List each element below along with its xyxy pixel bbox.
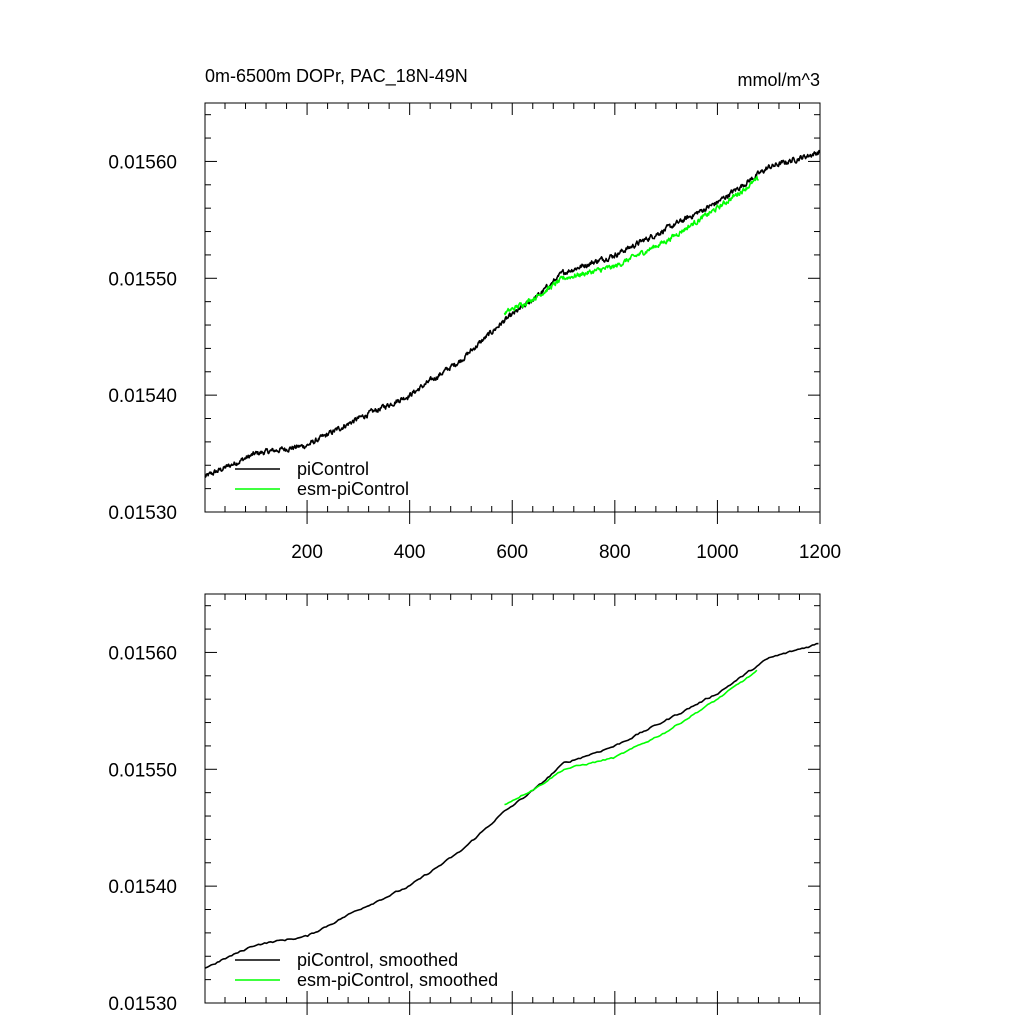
- y-tick-label: 0.01530: [108, 994, 177, 1015]
- legend-label: piControl: [297, 459, 369, 479]
- legend-label: esm-piControl: [297, 479, 409, 499]
- plot-frame: [204, 593, 821, 1004]
- series-line-esm-picontrol: [503, 175, 760, 316]
- panel-smoothed: 0.01530 0.01540 0.01550 0.01560 piControl, s…: [108, 593, 821, 1015]
- x-tick-label: 600: [496, 542, 528, 563]
- chart-title: 0m-6500m DOPr, PAC_18N-49N: [205, 66, 468, 87]
- series-line-picontrol: [204, 149, 821, 478]
- y-tick-label: 0.01560: [108, 152, 177, 173]
- y-tick-label: 0.01550: [108, 760, 177, 781]
- y-tick-label: 0.01560: [108, 643, 177, 664]
- x-tick-label: 800: [599, 542, 631, 563]
- series-line-esm-picontrol-smoothed: [504, 669, 758, 806]
- y-tick-label: 0.01540: [108, 877, 177, 898]
- x-tick-label: 1200: [799, 542, 841, 563]
- series-line-picontrol-smoothed: [204, 642, 819, 969]
- legend-label: esm-piControl, smoothed: [297, 970, 498, 990]
- x-tick-label: 400: [394, 542, 426, 563]
- x-tick-label: 200: [291, 542, 323, 563]
- y-tick-label: 0.01530: [108, 503, 177, 524]
- units-label: mmol/m^3: [738, 70, 820, 90]
- y-tick-label: 0.01540: [108, 386, 177, 407]
- legend-label: piControl, smoothed: [297, 950, 458, 970]
- y-tick-label: 0.01550: [108, 269, 177, 290]
- panel-raw: 0.01530 0.01540 0.01550 0.01560 200 400 600 800…: [108, 102, 841, 563]
- x-tick-label: 1000: [696, 542, 738, 563]
